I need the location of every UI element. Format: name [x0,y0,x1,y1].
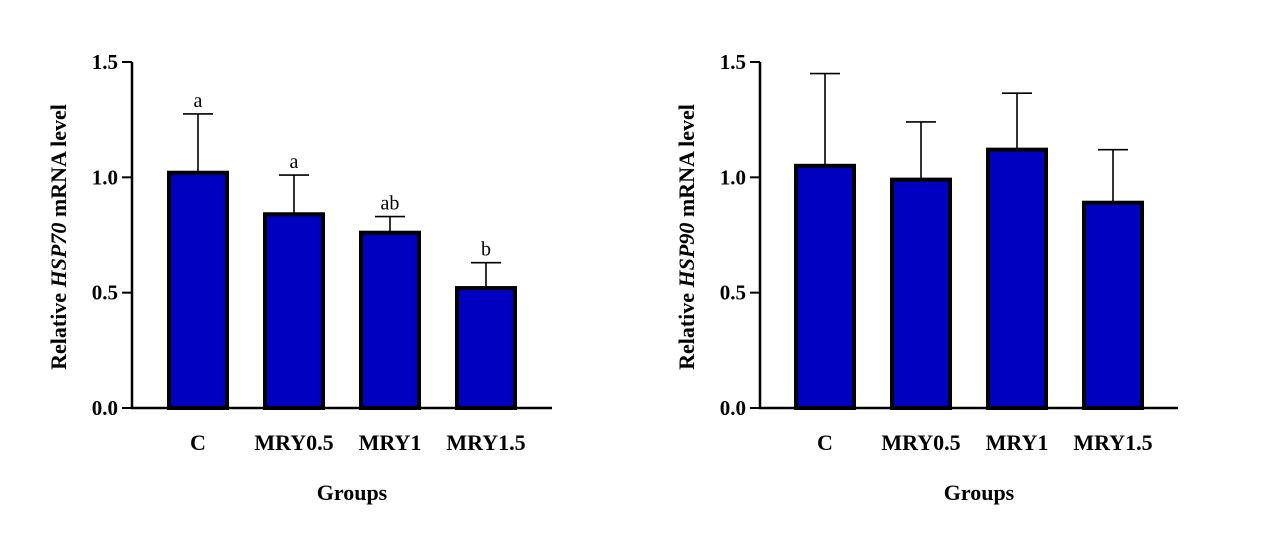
chart-panel-1: a Ca MRY0.5 ab MRY1 b MRY1.5 0.0 0.5 1.0 1.5 Groups… [46,50,552,505]
bar-MRY1 [359,230,421,410]
y-tick-label: 1.5 [92,50,118,74]
x-tick-label: MRY1 [359,430,422,455]
y-axis-title: Relative HSP70 mRNA level [46,104,71,370]
x-tick-label: MRY1.5 [446,430,525,455]
bar-C [167,170,229,410]
y-tick-label: 0.5 [720,281,746,305]
bar-C [794,163,856,410]
bar-MRY1.5 [1082,200,1144,410]
chart-panel-2: C MRY0.5 MRY1 MRY1.5 0.0 0.5 1.0 1.5 Groups Relat… [674,50,1178,505]
bar-MRY1 [986,147,1048,411]
y-tick-label: 0.5 [92,281,118,305]
y-tick-label: 1.5 [720,50,746,74]
x-tick-label: MRY1 [986,430,1049,455]
significance-letter: ab [381,193,400,215]
x-tick-label: C [817,430,833,455]
significance-letter: a [290,151,299,173]
x-tick-label: MRY0.5 [254,430,333,455]
x-tick-label: C [190,430,206,455]
x-axis-title: Groups [944,480,1015,505]
y-tick-label: 1.0 [92,165,118,189]
y-axis-title: Relative HSP90 mRNA level [674,104,699,370]
y-tick-label: 0.0 [92,396,118,420]
significance-letter: a [194,90,203,112]
bar-MRY1.5 [455,286,517,411]
y-tick-label: 0.0 [720,396,746,420]
bar-MRY0.5 [890,177,952,410]
bar-MRY0.5 [263,212,325,410]
x-tick-label: MRY0.5 [881,430,960,455]
x-tick-label: MRY1.5 [1073,430,1152,455]
y-tick-label: 1.0 [720,165,746,189]
x-axis-title: Groups [317,480,388,505]
significance-letter: b [481,239,491,261]
